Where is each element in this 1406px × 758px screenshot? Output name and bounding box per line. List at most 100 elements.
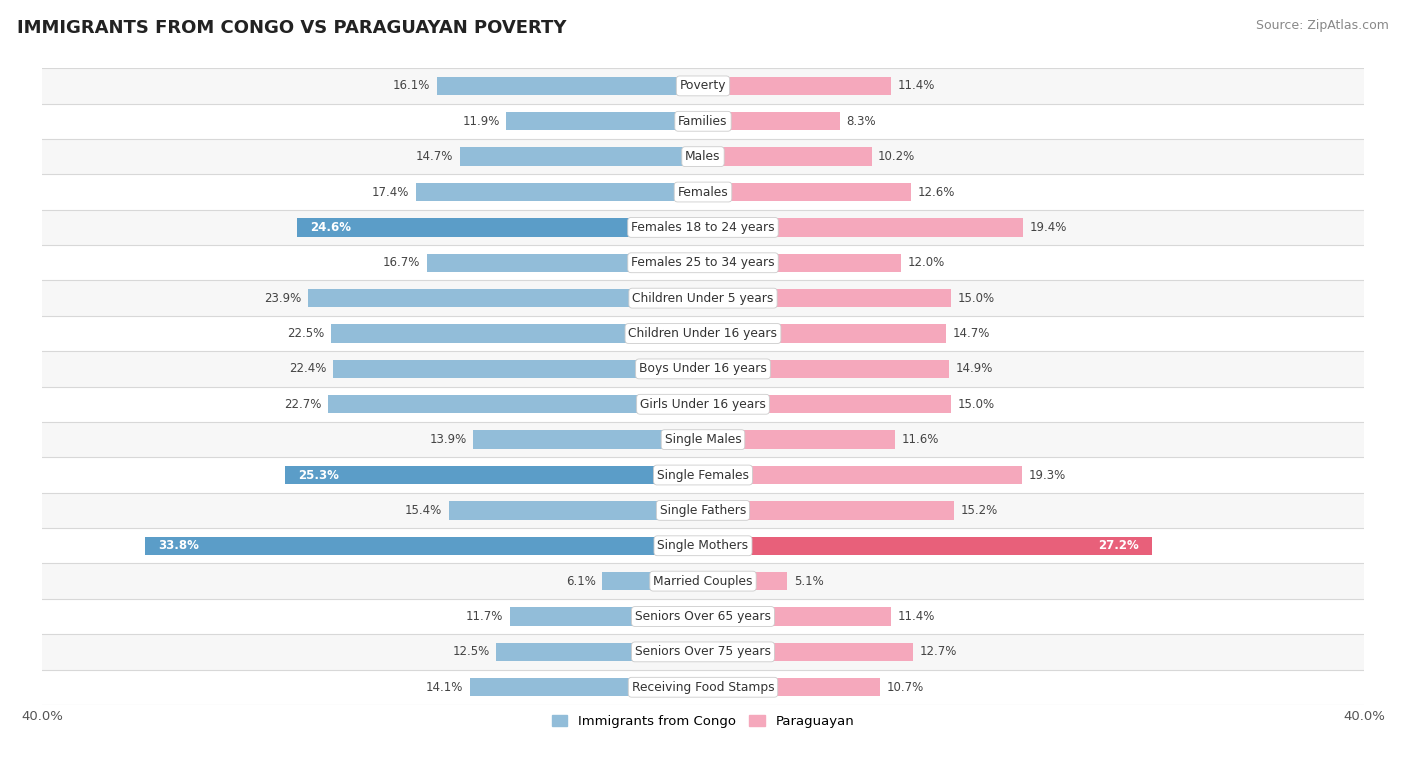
Text: 5.1%: 5.1% [794,575,824,587]
Bar [42,563,1364,599]
Text: Males: Males [685,150,721,163]
Text: 33.8%: 33.8% [157,539,198,553]
Bar [474,431,703,449]
Bar [470,678,703,697]
Text: 14.7%: 14.7% [416,150,454,163]
Bar [42,104,1364,139]
Bar [42,599,1364,634]
Text: 11.4%: 11.4% [898,80,935,92]
Text: 11.6%: 11.6% [901,433,939,446]
Bar [703,218,1024,236]
Text: Single Males: Single Males [665,433,741,446]
Text: 13.9%: 13.9% [429,433,467,446]
Text: Families: Families [678,114,728,128]
Bar [602,572,703,590]
Legend: Immigrants from Congo, Paraguayan: Immigrants from Congo, Paraguayan [547,709,859,733]
Bar [703,360,949,378]
Bar [42,174,1364,210]
Bar [328,395,703,413]
Bar [42,422,1364,457]
Text: 19.3%: 19.3% [1028,468,1066,481]
Text: 11.4%: 11.4% [898,610,935,623]
Text: Females: Females [678,186,728,199]
Bar [42,68,1364,104]
Bar [506,112,703,130]
Bar [703,537,1153,555]
Bar [42,139,1364,174]
Bar [437,77,703,95]
Text: 6.1%: 6.1% [565,575,596,587]
Text: Females 25 to 34 years: Females 25 to 34 years [631,256,775,269]
Text: 25.3%: 25.3% [298,468,339,481]
Bar [703,324,946,343]
Bar [703,607,891,625]
Text: Children Under 16 years: Children Under 16 years [628,327,778,340]
Text: Single Females: Single Females [657,468,749,481]
Bar [427,254,703,272]
Text: Boys Under 16 years: Boys Under 16 years [640,362,766,375]
Bar [333,360,703,378]
Bar [510,607,703,625]
Bar [42,316,1364,351]
Bar [703,643,912,661]
Text: 14.7%: 14.7% [952,327,990,340]
Text: 12.5%: 12.5% [453,645,489,659]
Text: 16.7%: 16.7% [382,256,420,269]
Bar [703,466,1022,484]
Text: Single Fathers: Single Fathers [659,504,747,517]
Bar [42,493,1364,528]
Text: Girls Under 16 years: Girls Under 16 years [640,398,766,411]
Bar [703,254,901,272]
Text: 19.4%: 19.4% [1031,221,1067,234]
Bar [703,678,880,697]
Bar [42,387,1364,422]
Bar [703,572,787,590]
Text: Seniors Over 75 years: Seniors Over 75 years [636,645,770,659]
Text: 15.2%: 15.2% [960,504,998,517]
Bar [297,218,703,236]
Bar [285,466,703,484]
Text: 8.3%: 8.3% [846,114,876,128]
Bar [703,289,950,307]
Text: 24.6%: 24.6% [309,221,352,234]
Text: 14.9%: 14.9% [956,362,993,375]
Text: Married Couples: Married Couples [654,575,752,587]
Text: 15.0%: 15.0% [957,292,994,305]
Bar [703,77,891,95]
Bar [42,245,1364,280]
Bar [332,324,703,343]
Text: 22.7%: 22.7% [284,398,322,411]
Bar [703,183,911,201]
Text: 11.9%: 11.9% [463,114,499,128]
Bar [42,528,1364,563]
Bar [42,634,1364,669]
Text: 11.7%: 11.7% [465,610,503,623]
Bar [42,280,1364,316]
Bar [145,537,703,555]
Bar [42,669,1364,705]
Bar [703,112,841,130]
Text: 23.9%: 23.9% [264,292,301,305]
Text: Females 18 to 24 years: Females 18 to 24 years [631,221,775,234]
Bar [703,501,955,519]
Text: Source: ZipAtlas.com: Source: ZipAtlas.com [1256,19,1389,32]
Bar [496,643,703,661]
Text: IMMIGRANTS FROM CONGO VS PARAGUAYAN POVERTY: IMMIGRANTS FROM CONGO VS PARAGUAYAN POVE… [17,19,567,37]
Bar [703,148,872,166]
Text: 22.4%: 22.4% [290,362,326,375]
Text: 14.1%: 14.1% [426,681,464,694]
Text: Single Mothers: Single Mothers [658,539,748,553]
Bar [42,351,1364,387]
Bar [416,183,703,201]
Text: 10.2%: 10.2% [879,150,915,163]
Bar [42,457,1364,493]
Text: 12.7%: 12.7% [920,645,957,659]
Bar [449,501,703,519]
Text: 12.6%: 12.6% [918,186,955,199]
Text: 27.2%: 27.2% [1098,539,1139,553]
Text: Children Under 5 years: Children Under 5 years [633,292,773,305]
Text: 17.4%: 17.4% [371,186,409,199]
Text: 15.0%: 15.0% [957,398,994,411]
Text: 15.4%: 15.4% [405,504,441,517]
Bar [308,289,703,307]
